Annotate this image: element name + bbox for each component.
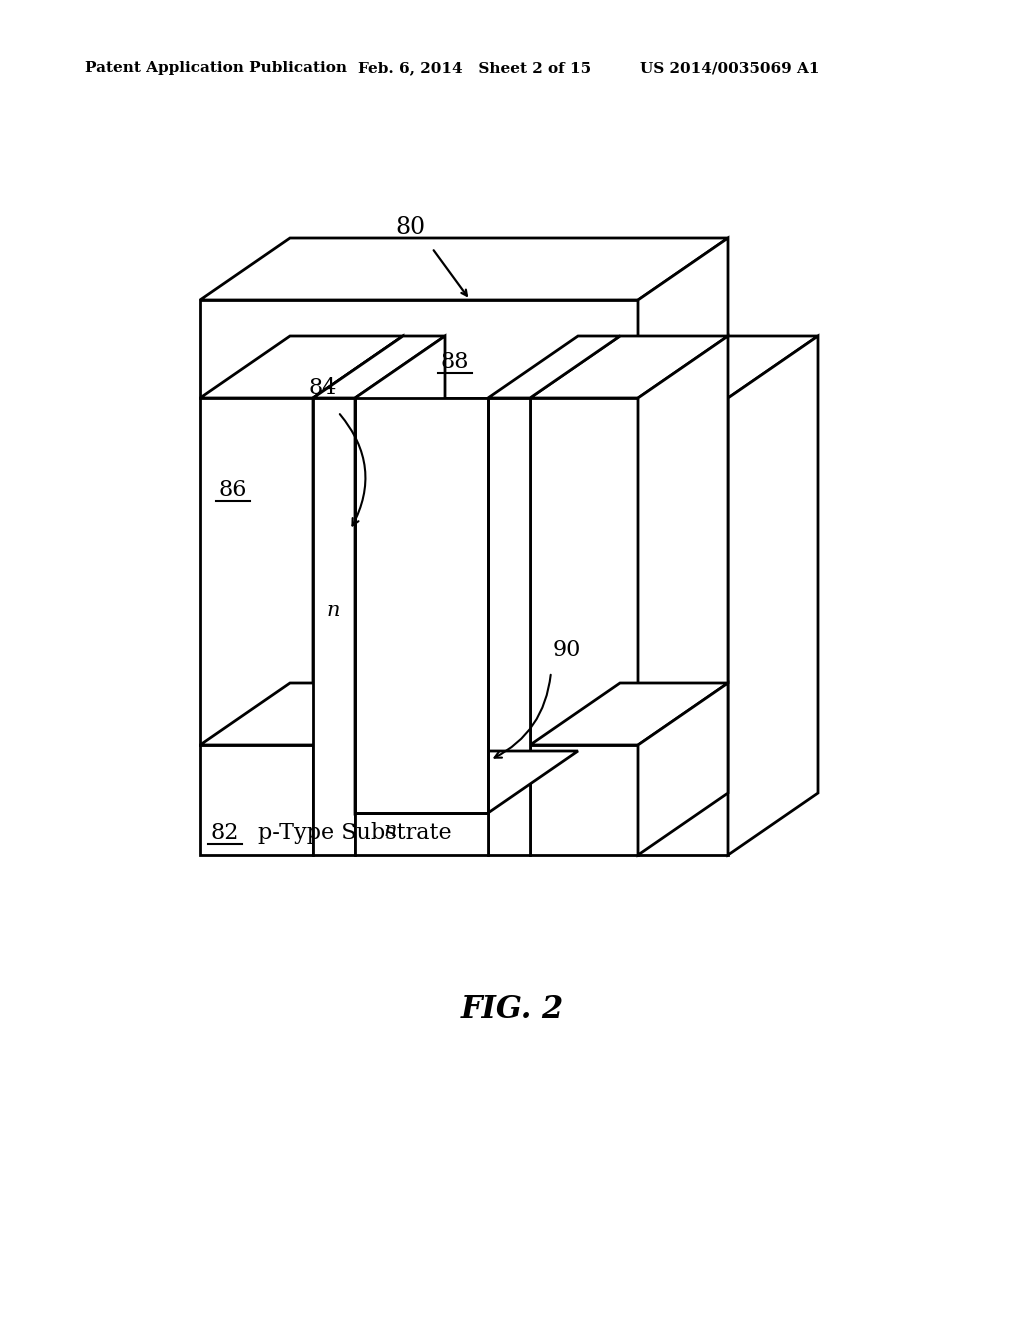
Text: 84: 84 [308, 378, 336, 399]
Text: 80: 80 [395, 216, 425, 239]
Polygon shape [313, 337, 403, 744]
FancyArrowPatch shape [495, 675, 551, 758]
Text: US 2014/0035069 A1: US 2014/0035069 A1 [640, 61, 819, 75]
Polygon shape [200, 682, 403, 744]
Polygon shape [200, 337, 403, 399]
Polygon shape [638, 337, 728, 744]
Polygon shape [355, 813, 488, 855]
Polygon shape [200, 399, 313, 744]
Polygon shape [488, 337, 620, 399]
Polygon shape [638, 337, 818, 399]
Text: 86: 86 [218, 479, 247, 502]
Text: 88: 88 [440, 351, 469, 374]
Text: Feb. 6, 2014   Sheet 2 of 15: Feb. 6, 2014 Sheet 2 of 15 [358, 61, 591, 75]
Text: 82: 82 [210, 822, 239, 843]
Text: n: n [327, 601, 341, 619]
Polygon shape [728, 337, 818, 855]
Polygon shape [638, 682, 728, 855]
Text: p-Type Substrate: p-Type Substrate [258, 822, 452, 843]
Polygon shape [530, 399, 638, 744]
Polygon shape [200, 744, 313, 855]
Polygon shape [530, 744, 638, 855]
Text: Patent Application Publication: Patent Application Publication [85, 61, 347, 75]
Polygon shape [530, 682, 728, 744]
Polygon shape [638, 238, 728, 399]
Polygon shape [355, 337, 445, 813]
Text: 90: 90 [553, 639, 582, 661]
Polygon shape [313, 337, 445, 399]
Polygon shape [200, 300, 638, 399]
Polygon shape [200, 238, 728, 300]
Polygon shape [313, 399, 355, 855]
Polygon shape [355, 751, 578, 813]
Polygon shape [355, 399, 488, 813]
Polygon shape [488, 399, 530, 855]
FancyArrowPatch shape [340, 414, 366, 525]
Polygon shape [638, 399, 728, 855]
Polygon shape [530, 337, 728, 399]
Text: n: n [383, 821, 396, 840]
Text: FIG. 2: FIG. 2 [461, 994, 563, 1026]
